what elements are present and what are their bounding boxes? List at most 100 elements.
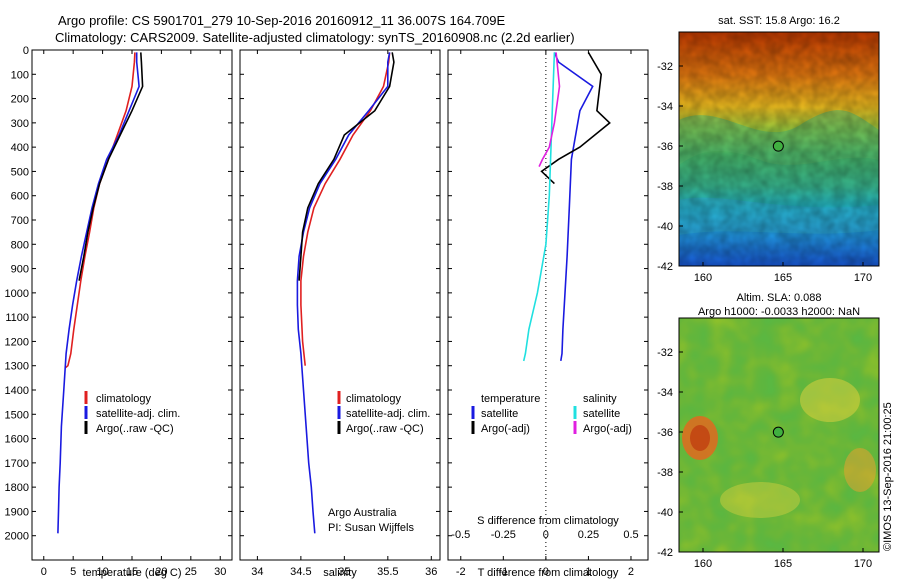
legend-climatology-label: climatology	[346, 393, 402, 405]
difference-depth-ticks	[448, 49, 648, 537]
temperature-panel: 0100200300400500600700800900100011001200…	[5, 45, 233, 579]
lon-tick-label: 170	[854, 272, 872, 284]
annotation-argo-australia: Argo Australia	[328, 507, 397, 519]
y-tick-label: 800	[11, 239, 29, 251]
x-tick-label: 1	[585, 566, 591, 578]
y-tick-label: 600	[11, 191, 29, 203]
temperature-series	[57, 52, 144, 534]
y-tick-label: 1300	[5, 361, 29, 373]
legend-t-argo-label: Argo(-adj)	[481, 423, 530, 435]
y-tick-label: 200	[11, 94, 29, 106]
sst-lat-ticks: -32 -34 -36 -38 -40 -42	[657, 61, 683, 273]
y-tick-label: 1200	[5, 336, 29, 348]
lat-tick-label: -40	[657, 507, 673, 519]
y-tick-label: 2000	[5, 531, 29, 543]
sla-lat-ticks: -32 -34 -36 -38 -40 -42	[657, 347, 683, 559]
argo-position-marker	[772, 426, 784, 438]
lon-tick-label: 170	[854, 558, 872, 570]
x-tick-label: -2	[456, 566, 466, 578]
y-tick-label: 1800	[5, 482, 29, 494]
lat-tick-label: -40	[657, 221, 673, 233]
sst-lon-ticks: 160 165 170	[694, 262, 872, 284]
salinity-series	[296, 52, 395, 534]
temperature-axis-ticks: 0 5 10 15 20 25 30	[41, 50, 226, 578]
salinity-axis-ticks: 34 34.5 35 35.5 36	[251, 50, 437, 578]
x-tick-label: -1	[498, 566, 508, 578]
x2-tick-label: 0.5	[623, 529, 638, 541]
s-diff-line-argo-adj	[538, 52, 561, 167]
t-difference-axis-label: T difference from climatology	[478, 567, 619, 579]
sla-orange-patch	[844, 448, 876, 492]
legend-satellite-label: satellite-adj. clim.	[96, 408, 180, 420]
x-tick-label: 30	[214, 566, 226, 578]
sst-field	[679, 32, 879, 266]
lat-tick-label: -34	[657, 387, 673, 399]
x-tick-label: 34.5	[290, 566, 311, 578]
y-tick-label: 900	[11, 264, 29, 276]
t-diff-line-satellite	[553, 52, 594, 362]
sst-map-panel: sat. SST: 15.8 Argo: 16.2 160 165 170 -32 -…	[657, 15, 880, 284]
lat-tick-label: -42	[657, 261, 673, 273]
series-line-argo-raw-qc	[298, 52, 395, 281]
series-line-satellite-adj-clim	[57, 52, 140, 534]
lon-tick-label: 165	[774, 272, 792, 284]
lat-tick-label: -32	[657, 347, 673, 359]
y-tick-label: 300	[11, 118, 29, 130]
y-tick-label: 1700	[5, 458, 29, 470]
series-line-climatology	[300, 52, 391, 366]
legend-argo-label: Argo(..raw -QC)	[346, 423, 424, 435]
y-tick-label: 0	[23, 45, 29, 57]
y-tick-label: 1900	[5, 506, 29, 518]
legend-salinity-title: salinity	[583, 393, 617, 405]
lon-tick-label: 160	[694, 558, 712, 570]
sla-map-frame	[678, 317, 880, 553]
y-tick-label: 1400	[5, 385, 29, 397]
s-difference-axis-label: S difference from climatology	[477, 515, 619, 527]
x2-tick-label: -0.25	[491, 529, 516, 541]
y-tick-label: 500	[11, 166, 29, 178]
lat-tick-label: -32	[657, 61, 673, 73]
legend-argo-label: Argo(..raw -QC)	[96, 423, 174, 435]
x-tick-label: 34	[251, 566, 263, 578]
y-tick-label: 400	[11, 142, 29, 154]
figure-title-line1: Argo profile: CS 5901701_279 10-Sep-2016…	[58, 13, 506, 28]
legend-climatology-label: climatology	[96, 393, 152, 405]
legend-t-satellite-label: satellite	[481, 408, 518, 420]
sst-map-title: sat. SST: 15.8 Argo: 16.2	[718, 15, 840, 27]
argo-position-marker	[772, 140, 784, 152]
difference-plot-frame	[447, 49, 649, 561]
lon-tick-label: 160	[694, 272, 712, 284]
salinity-axis-label: salinity	[323, 567, 357, 579]
y-tick-label: 100	[11, 69, 29, 81]
annotation-pi-name: PI: Susan Wijffels	[328, 522, 414, 534]
copyright-stamp: ©IMOS 13-Sep-2016 21:00:25	[882, 402, 894, 551]
sla-warm-eddy-core	[690, 425, 710, 451]
lat-tick-label: -34	[657, 101, 673, 113]
sla-map-panel: Altim. SLA: 0.088 Argo h1000: -0.0033 h2…	[657, 292, 880, 570]
s-difference-axis-ticks: -0.5-0.2500.250.5	[451, 529, 638, 541]
x-tick-label: 2	[628, 566, 634, 578]
salinity-panel: 34 34.5 35 35.5 36 salinity climatology sate…	[239, 49, 441, 579]
x-tick-label: 15	[126, 566, 138, 578]
t-difference-axis-ticks: -2 -1 0 1 2	[456, 50, 634, 578]
x-tick-label: 5	[70, 566, 76, 578]
y-tick-label: 1100	[5, 312, 29, 324]
x-tick-label: 35.5	[377, 566, 398, 578]
series-line-climatology	[64, 52, 136, 369]
legend-temperature-title: temperature	[481, 393, 540, 405]
temperature-legend: climatology satellite-adj. clim. Argo(..…	[84, 391, 180, 435]
depth-axis-ticks: 0 100 200 300 400 500 600 700 800 900 1000 1100 1200…	[5, 45, 232, 543]
s-diff-line-satellite	[522, 52, 556, 362]
legend-s-satellite-label: satellite	[583, 408, 620, 420]
sla-yellow-patch	[800, 378, 860, 422]
sla-map-title: Altim. SLA: 0.088	[737, 292, 822, 304]
difference-legend: temperature salinity satellite Argo(-adj…	[471, 393, 632, 435]
y-tick-label: 1600	[5, 434, 29, 446]
salinity-legend: climatology satellite-adj. clim. Argo(..…	[337, 391, 430, 435]
lat-tick-label: -38	[657, 181, 673, 193]
x2-tick-label: -0.5	[451, 529, 470, 541]
x-tick-label: 25	[185, 566, 197, 578]
t-diff-line-argo-adj	[540, 51, 611, 185]
y-tick-label: 700	[11, 215, 29, 227]
